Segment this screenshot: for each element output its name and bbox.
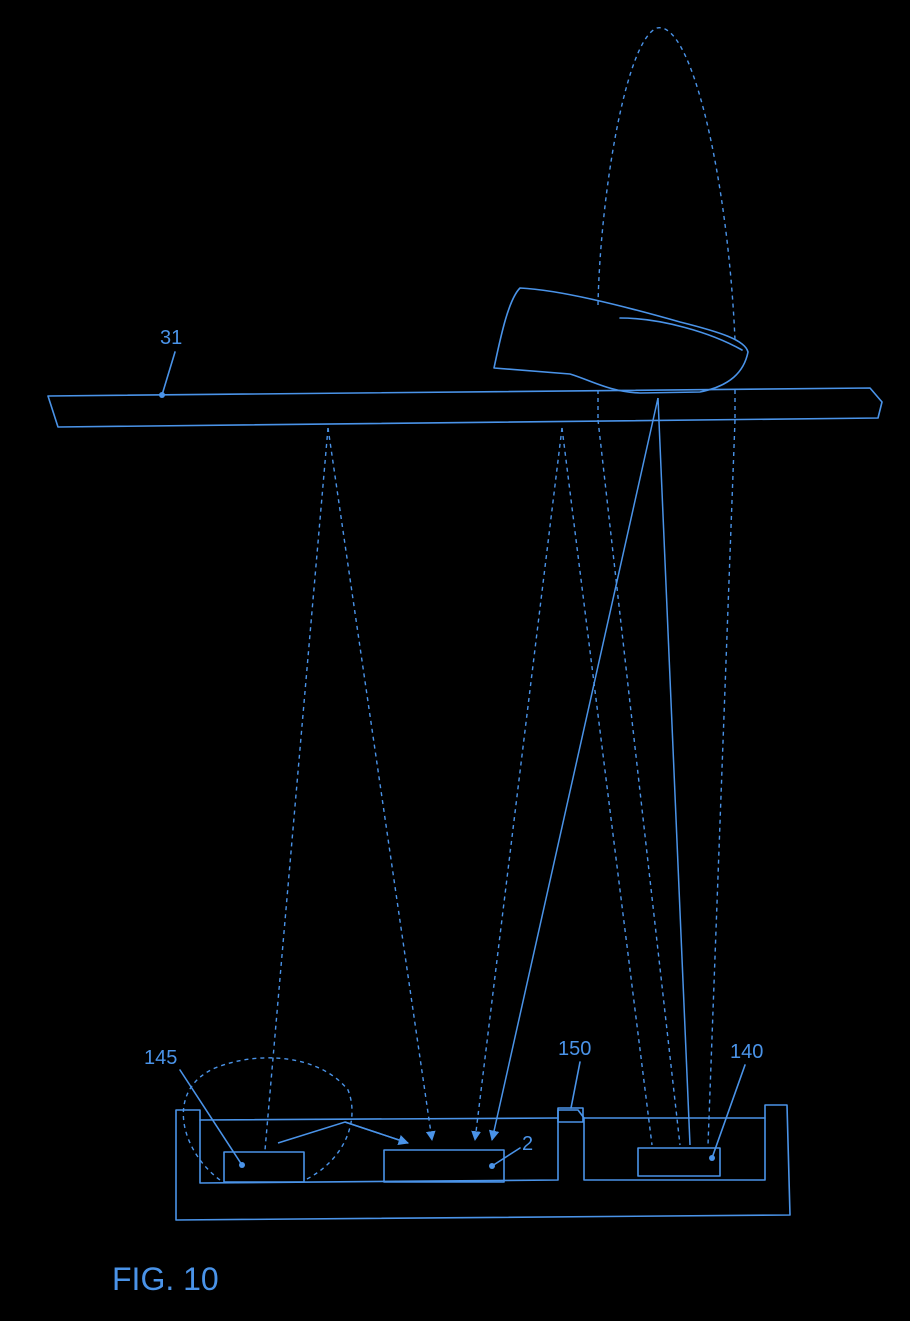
element-140 [638,1148,720,1176]
leader-140 [712,1065,745,1158]
figure-caption: FIG. 10 [112,1261,219,1297]
sensor-2 [384,1150,504,1182]
label-150: 150 [558,1038,591,1060]
glass-plate [48,388,882,427]
leader-145 [180,1070,242,1165]
leader-150 [571,1062,580,1108]
ray-dashed-6 [708,420,735,1145]
ray-dashed-3 [475,428,562,1140]
ray-solid-2 [658,398,690,1145]
ray-solid-4 [345,1122,408,1143]
leader-31 [162,352,175,395]
label-145: 145 [144,1047,177,1069]
label-31: 31 [160,327,182,349]
label-2: 2 [522,1133,533,1155]
ray-dashed-5 [598,420,680,1145]
housing-inner-left [200,1118,558,1120]
ray-solid-3 [278,1122,408,1143]
radiation-lobe [598,28,735,340]
ray-solid-1 [492,398,658,1140]
droplet-object [494,288,748,393]
ray-dashed-2 [328,428,432,1140]
ray-dashed-1 [265,428,328,1150]
label-140: 140 [730,1041,763,1063]
